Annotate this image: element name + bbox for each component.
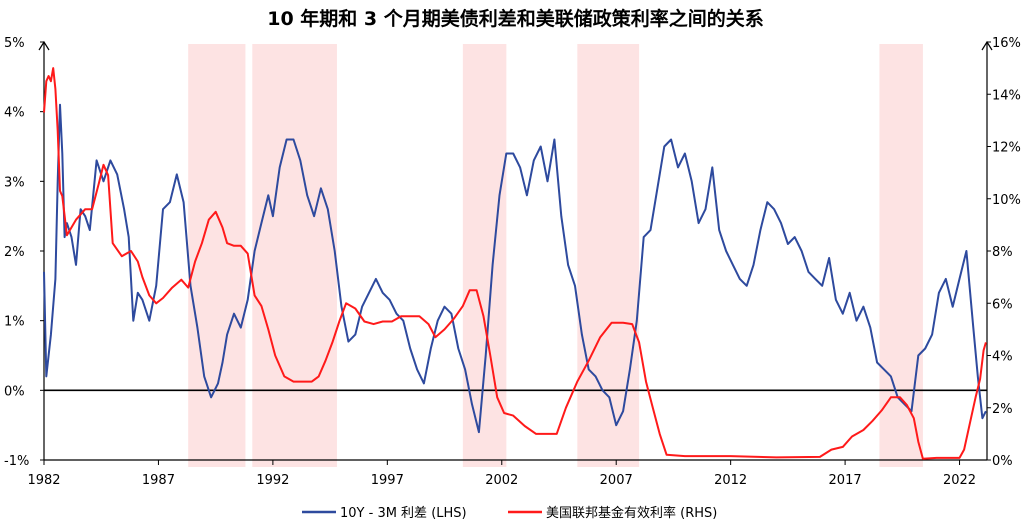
chart-title: 10 年期和 3 个月期美债利差和美联储政策利率之间的关系: [267, 8, 764, 30]
axes: -1% 0% 1% 2% 3% 4% 5% 0% 2% 4% 6% 8% 10% 12% 14% 16% 198…: [4, 36, 1021, 488]
recession-band: [577, 44, 640, 467]
series-line-1: [43, 67, 987, 460]
right-tick-label: 10%: [992, 193, 1021, 208]
right-tick-label: 14%: [992, 88, 1021, 103]
x-tick-label: 1982: [27, 473, 60, 488]
right-tick-label: 16%: [992, 36, 1021, 51]
left-tick-label: 5%: [4, 36, 25, 51]
right-tick-label: 0%: [992, 454, 1013, 469]
right-tick-label: 12%: [992, 141, 1021, 156]
legend-label-0: 10Y - 3M 利差 (LHS): [340, 506, 467, 521]
left-tick-label: 0%: [4, 384, 25, 399]
legend-label-1: 美国联邦基金有效利率 (RHS): [546, 505, 717, 521]
left-tick-label: 4%: [4, 106, 25, 121]
series-line-0: [43, 103, 987, 434]
right-tick-label: 4%: [992, 350, 1013, 365]
right-tick-label: 2%: [992, 402, 1013, 417]
x-tick-label: 2002: [485, 473, 518, 488]
left-tick-label: -1%: [4, 454, 29, 469]
series-lines: [43, 67, 987, 460]
x-tick-label: 1997: [371, 473, 404, 488]
x-tick-label: 2012: [714, 473, 747, 488]
legend: 10Y - 3M 利差 (LHS) 美国联邦基金有效利率 (RHS): [302, 505, 717, 521]
recession-bands: [188, 44, 923, 467]
x-tick-label: 2022: [943, 473, 976, 488]
x-tick-label: 1992: [256, 473, 289, 488]
x-tick-label: 1987: [142, 473, 175, 488]
left-tick-label: 2%: [4, 245, 25, 260]
recession-band: [252, 44, 337, 467]
left-tick-label: 3%: [4, 175, 25, 190]
right-tick-label: 8%: [992, 245, 1013, 260]
left-tick-label: 1%: [4, 315, 25, 330]
recession-band: [879, 44, 923, 467]
x-tick-label: 2017: [829, 473, 862, 488]
x-tick-label: 2007: [600, 473, 633, 488]
right-tick-label: 6%: [992, 297, 1013, 312]
